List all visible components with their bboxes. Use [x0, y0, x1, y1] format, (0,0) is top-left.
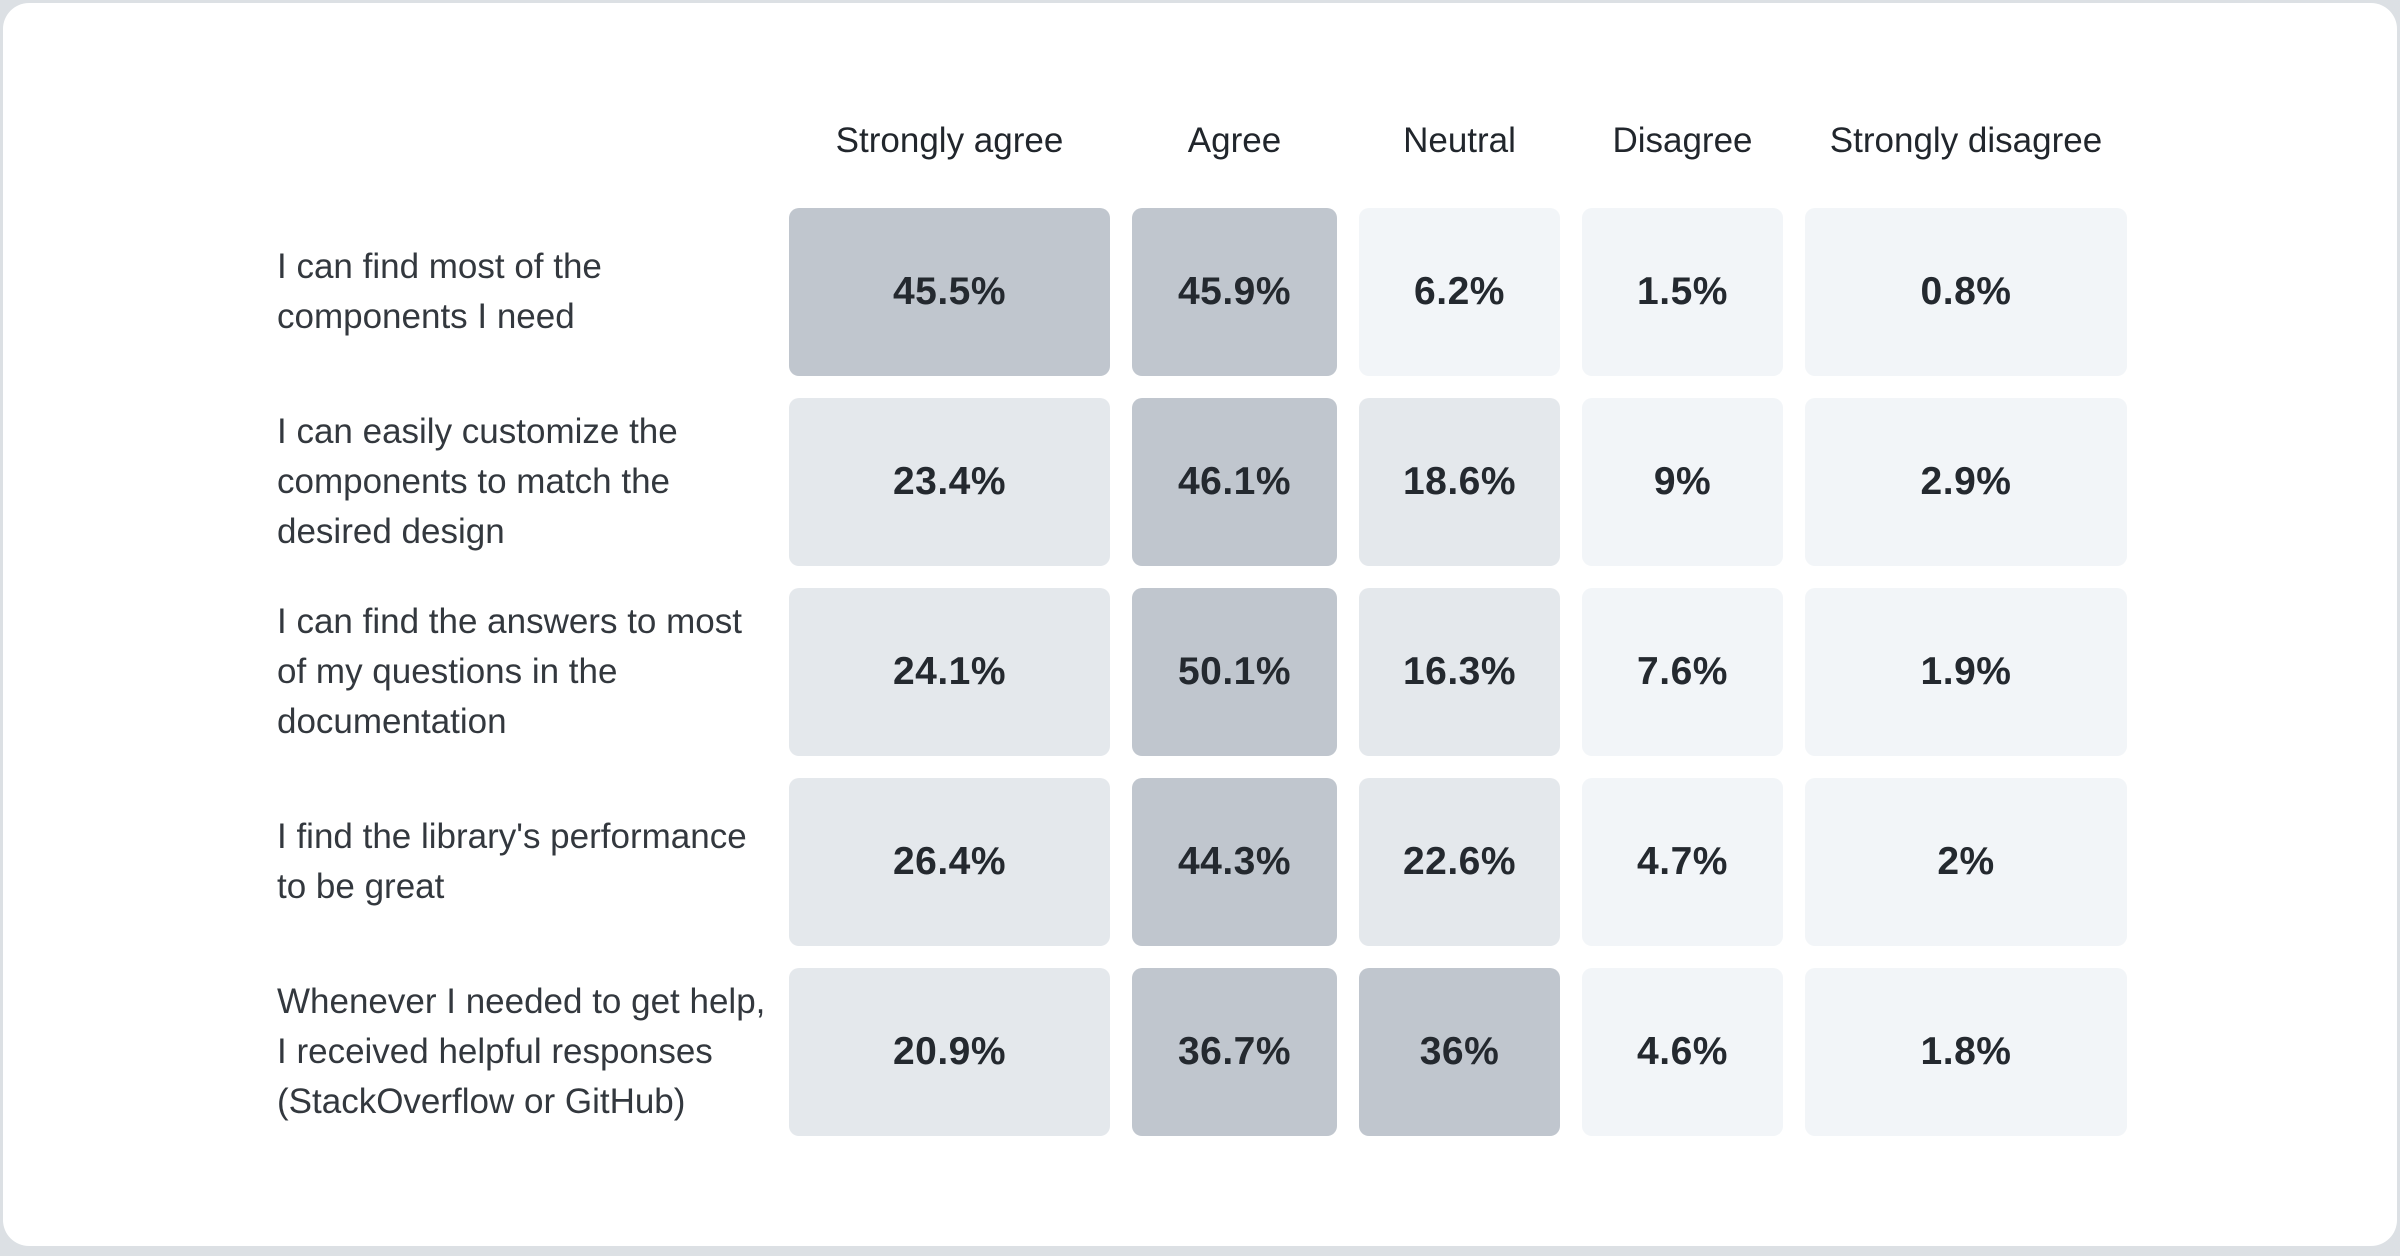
column-header-3: Neutral — [1403, 120, 1516, 160]
heatmap-cell-r2-c2: 46.1% — [1132, 398, 1337, 566]
heatmap-cell-r1-c5: 0.8% — [1805, 208, 2127, 376]
row-label-5: Whenever I needed to get help, I receive… — [277, 982, 766, 1121]
heatmap-cell-r1-c3: 6.2% — [1359, 208, 1560, 376]
heatmap-cell-r4-c1: 26.4% — [789, 778, 1110, 946]
heatmap-cell-r1-c4: 1.5% — [1582, 208, 1783, 376]
chart-card: Strongly agree Agree Neutral Disagree Strong… — [3, 3, 2397, 1246]
heatmap-cell-r1-c1: 45.5% — [789, 208, 1110, 376]
heatmap-cell-r2-c1: 23.4% — [789, 398, 1110, 566]
column-header-5: Strongly disagree — [1829, 120, 2103, 160]
heatmap-cell-r4-c3: 22.6% — [1359, 778, 1560, 946]
column-header-1: Strongly agree — [835, 120, 1064, 160]
heatmap-cell-r5-c4: 4.6% — [1582, 968, 1783, 1136]
heatmap-cell-r3-c3: 16.3% — [1359, 588, 1560, 756]
heatmap-cell-r3-c4: 7.6% — [1582, 588, 1783, 756]
heatmap-cell-r3-c2: 50.1% — [1132, 588, 1337, 756]
heatmap-cell-r5-c2: 36.7% — [1132, 968, 1337, 1136]
row-label-4: I find the library's performance to be g… — [277, 817, 747, 906]
heatmap-cell-r2-c5: 2.9% — [1805, 398, 2127, 566]
heatmap-cell-r4-c2: 44.3% — [1132, 778, 1337, 946]
heatmap-cell-r5-c5: 1.8% — [1805, 968, 2127, 1136]
row-label-1: I can find most of the components I need — [277, 247, 602, 336]
heatmap-cell-r1-c2: 45.9% — [1132, 208, 1337, 376]
heatmap-cell-r5-c3: 36% — [1359, 968, 1560, 1136]
column-header-4: Disagree — [1612, 120, 1753, 160]
row-label-2: I can easily customize the components to… — [277, 412, 678, 551]
heatmap-cell-r2-c3: 18.6% — [1359, 398, 1560, 566]
heatmap-cell-r4-c5: 2% — [1805, 778, 2127, 946]
heatmap-cell-r2-c4: 9% — [1582, 398, 1783, 566]
column-header-2: Agree — [1187, 120, 1282, 160]
heatmap-cell-r3-c5: 1.9% — [1805, 588, 2127, 756]
row-label-3: I can find the answers to most of my que… — [277, 602, 742, 741]
heatmap-cell-r4-c4: 4.7% — [1582, 778, 1783, 946]
heatmap-cell-r5-c1: 20.9% — [789, 968, 1110, 1136]
likert-heatmap-table: Strongly agree Agree Neutral Disagree Strong… — [277, 95, 2127, 1136]
corner-spacer — [277, 95, 767, 186]
heatmap-cell-r3-c1: 24.1% — [789, 588, 1110, 756]
